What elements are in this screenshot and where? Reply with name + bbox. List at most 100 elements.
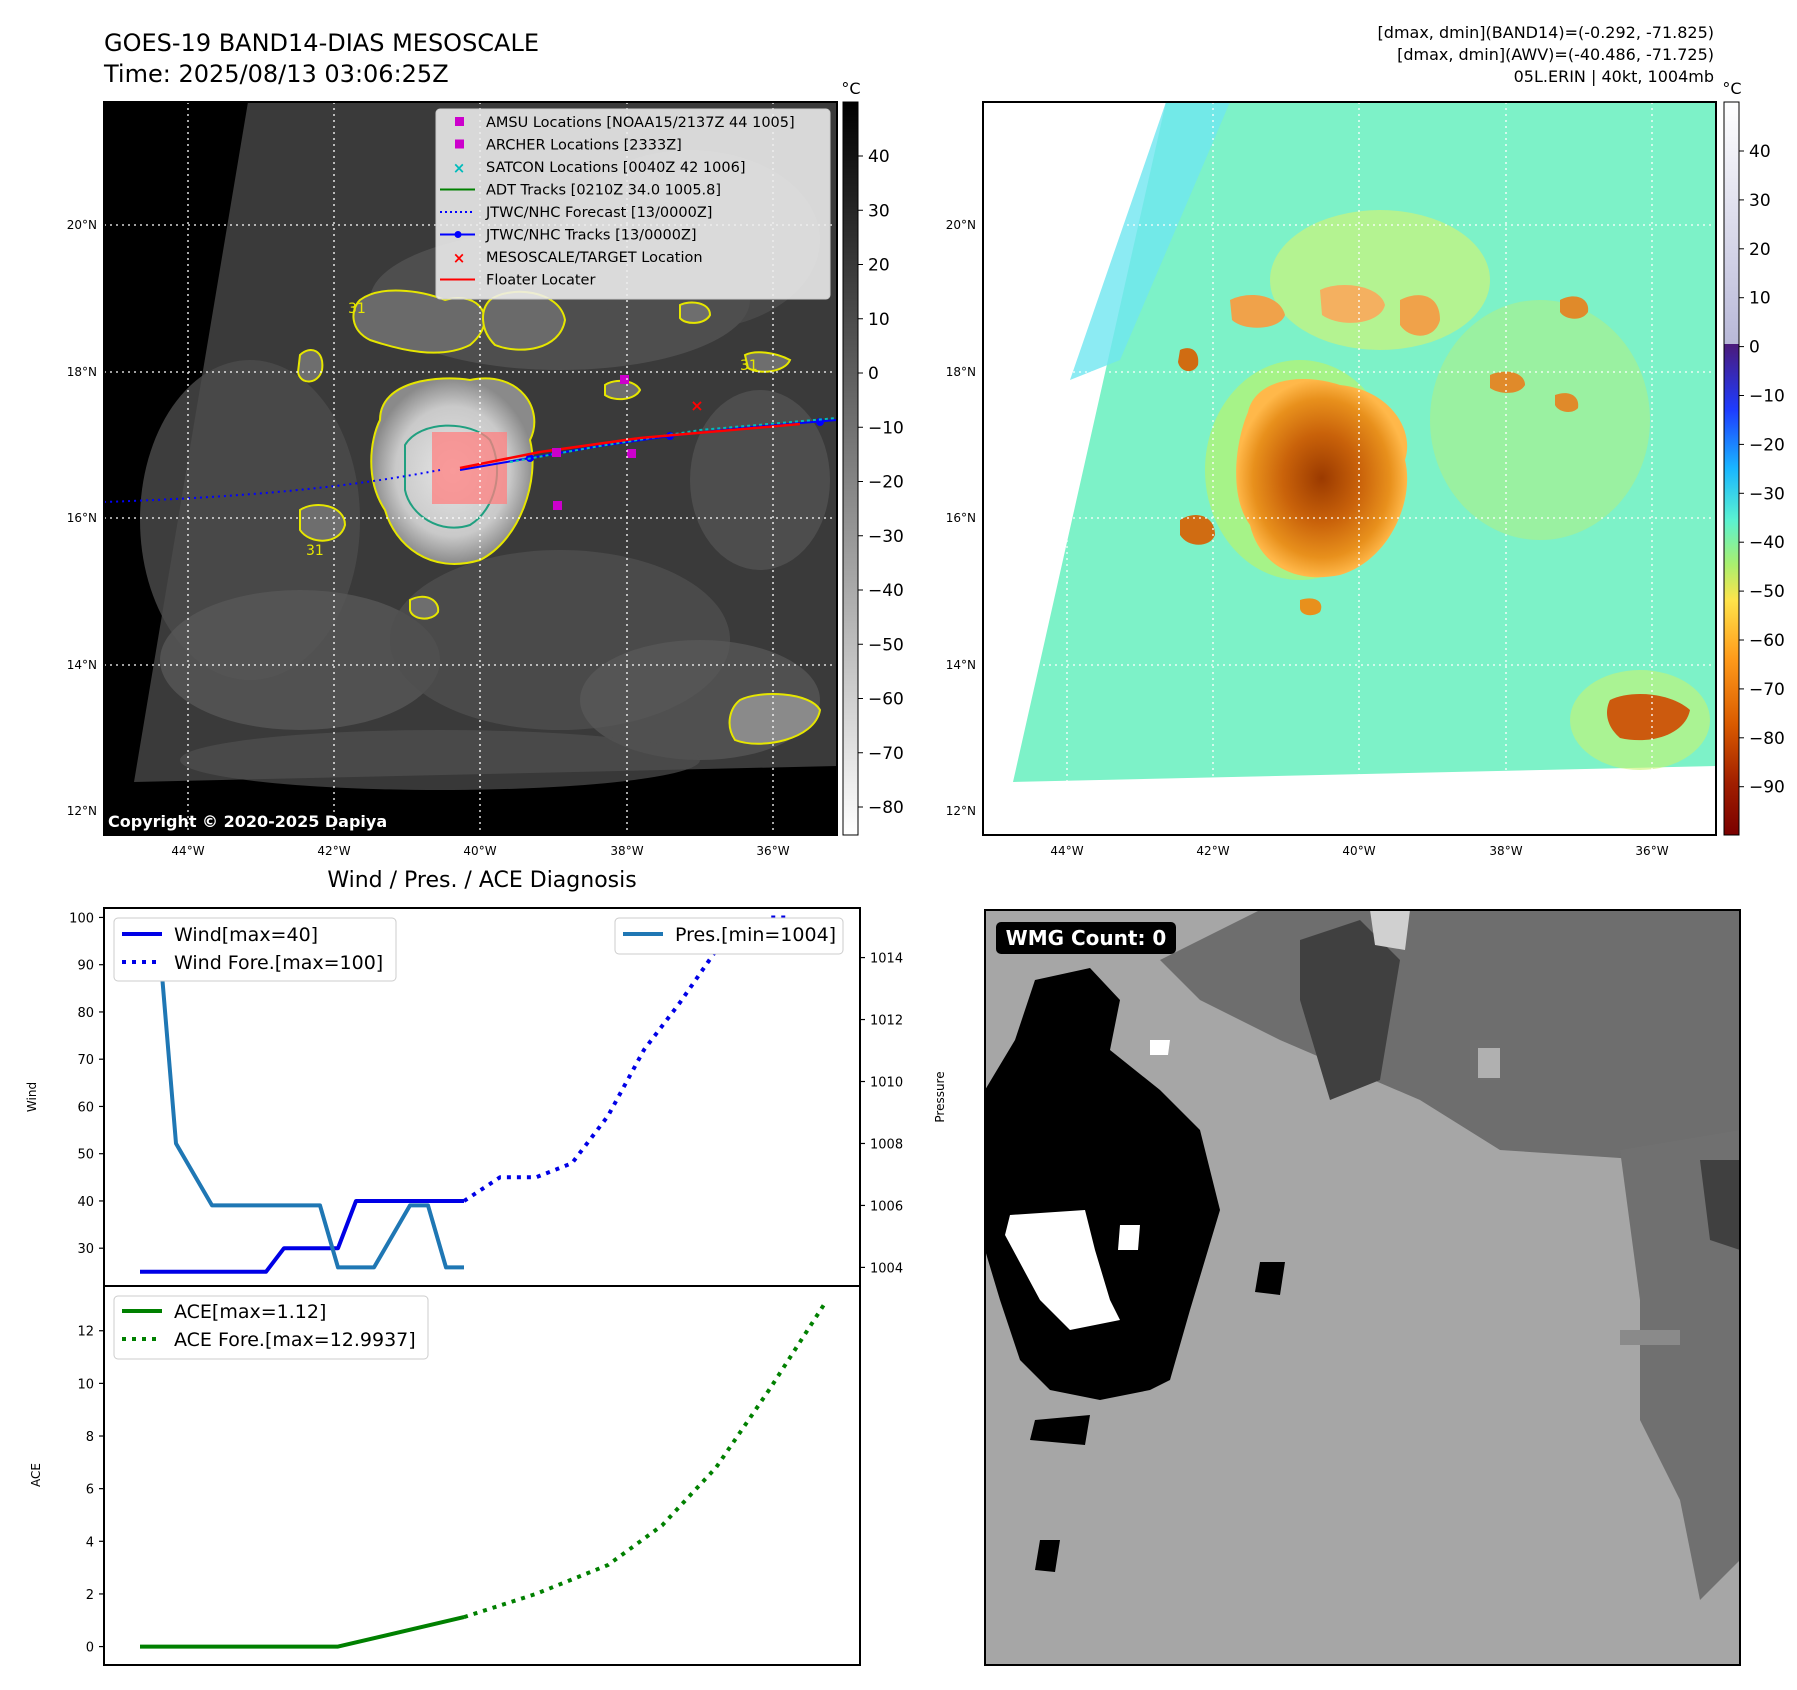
wmg-panel: WMG Count: 0 bbox=[984, 909, 1741, 1666]
colorbar-tick-label: −90 bbox=[1749, 778, 1785, 798]
svg-text:42°W: 42°W bbox=[1196, 844, 1229, 858]
axis-tick-label: 10 bbox=[77, 1377, 94, 1392]
colorbar-tick-label: −40 bbox=[868, 581, 904, 601]
svg-text:20°N: 20°N bbox=[946, 218, 976, 232]
axis-tick-label: 60 bbox=[77, 1100, 94, 1115]
axis-tick-label: 8 bbox=[86, 1430, 94, 1445]
colorbar-tick-label: −60 bbox=[1749, 631, 1785, 651]
map-legend-item: × SATCON Locations [0040Z 42 1006] bbox=[453, 159, 746, 177]
axis-tick-label: 2 bbox=[86, 1588, 94, 1603]
svg-text:16°N: 16°N bbox=[946, 511, 976, 525]
axis-tick-label: 0 bbox=[86, 1641, 94, 1656]
colorbar-tick-label: 30 bbox=[868, 201, 890, 221]
svg-text:20°N: 20°N bbox=[67, 218, 97, 232]
floater-track bbox=[459, 422, 801, 470]
wmg-count: WMG Count: 0 bbox=[1006, 926, 1167, 950]
colorbar-tick-label: 0 bbox=[1749, 338, 1760, 358]
map-legend-label: AMSU Locations [NOAA15/2137Z 44 1005] bbox=[486, 115, 795, 131]
map-legend-item: ARCHER Locations [2333Z] bbox=[455, 138, 682, 154]
map-legend-item: × MESOSCALE/TARGET Location bbox=[453, 249, 703, 267]
color-map-panel: 20°N 18°N 16°N 14°N 12°N 44°W 42°W 40°W … bbox=[946, 101, 1717, 858]
axis-tick-label: 1010 bbox=[870, 1076, 903, 1091]
contour-label-1: 31 bbox=[348, 301, 366, 317]
info-line-2: [dmax, dmin](AWV)=(-40.486, -71.725) bbox=[1397, 45, 1714, 64]
colorbar-tick-label: −80 bbox=[1749, 729, 1785, 749]
map-legend-label: ADT Tracks [0210Z 34.0 1005.8] bbox=[486, 183, 721, 199]
svg-text:18°N: 18°N bbox=[67, 365, 97, 379]
colorbar-tick-label: −10 bbox=[1749, 387, 1785, 407]
svg-text:12°N: 12°N bbox=[67, 804, 97, 818]
axis-tick-label: 40 bbox=[77, 1195, 94, 1210]
pressure-axis-label: Pressure bbox=[933, 1071, 947, 1122]
info-line-1: [dmax, dmin](BAND14)=(-0.292, -71.825) bbox=[1378, 23, 1714, 42]
archer-fix bbox=[552, 448, 561, 457]
wind-legend: Wind[max=40] Wind Fore.[max=100] bbox=[113, 917, 397, 982]
svg-text:42°W: 42°W bbox=[317, 844, 350, 858]
map-legend-label: JTWC/NHC Tracks [13/0000Z] bbox=[485, 228, 697, 244]
series-line bbox=[140, 924, 464, 1270]
figure-time: Time: 2025/08/13 03:06:25Z bbox=[103, 60, 449, 88]
colorbar-tick-label: 40 bbox=[1749, 142, 1771, 162]
map-legend-label: ARCHER Locations [2333Z] bbox=[486, 138, 682, 154]
pressure-legend: Pres.[min=1004] bbox=[614, 917, 844, 955]
series-line bbox=[140, 1199, 464, 1274]
map-legend-item: AMSU Locations [NOAA15/2137Z 44 1005] bbox=[455, 115, 795, 131]
svg-text:38°W: 38°W bbox=[1489, 844, 1522, 858]
svg-text:40°W: 40°W bbox=[463, 844, 496, 858]
svg-text:44°W: 44°W bbox=[171, 844, 204, 858]
colorbar-right-unit: °C bbox=[1722, 79, 1741, 98]
colorbar-tick-label: −70 bbox=[1749, 680, 1785, 700]
axis-tick-label: 90 bbox=[77, 959, 94, 974]
map-legend-item: ADT Tracks [0210Z 34.0 1005.8] bbox=[440, 183, 721, 199]
map-legend-label: Floater Locater bbox=[486, 273, 595, 289]
map-legend-label: SATCON Locations [0040Z 42 1006] bbox=[486, 160, 745, 176]
amsu-fix bbox=[553, 501, 562, 510]
wind-axis-label: Wind bbox=[25, 1082, 39, 1112]
colorbar-tick-label: −20 bbox=[868, 473, 904, 493]
colorbar-tick-label: −30 bbox=[1749, 484, 1785, 504]
contour-label-2: 31 bbox=[306, 543, 324, 559]
axis-tick-label: 50 bbox=[77, 1148, 94, 1163]
colorbar-left: °C 40 30 20 10 0 −10 −20 −30 −40 −50 −60 −70 −80 bbox=[841, 79, 904, 836]
axis-tick-label: 30 bbox=[77, 1242, 94, 1257]
ace-legend: ACE[max=1.12] ACE Fore.[max=12.9937] bbox=[113, 1295, 429, 1360]
colorbar-tick-label: −40 bbox=[1749, 533, 1785, 553]
colorbar-tick-label: −30 bbox=[868, 527, 904, 547]
svg-text:12°N: 12°N bbox=[946, 804, 976, 818]
svg-text:36°W: 36°W bbox=[1635, 844, 1668, 858]
axis-tick-label: 4 bbox=[86, 1535, 94, 1550]
colorbar-tick-label: 10 bbox=[868, 310, 890, 330]
wind-pressure-chart: Wind / Pres. / ACE Diagnosis Wind Pressu… bbox=[25, 868, 947, 1287]
svg-text:36°W: 36°W bbox=[756, 844, 789, 858]
map-legend-item: JTWC/NHC Tracks [13/0000Z] bbox=[440, 228, 697, 244]
svg-text:16°N: 16°N bbox=[67, 511, 97, 525]
svg-text:14°N: 14°N bbox=[67, 658, 97, 672]
colorbar-tick-label: −10 bbox=[868, 418, 904, 438]
colorbar-tick-label: 20 bbox=[1749, 240, 1771, 260]
map-legend-item: JTWC/NHC Forecast [13/0000Z] bbox=[440, 205, 712, 221]
storm-cloud-color bbox=[1236, 379, 1408, 578]
colorbar-tick-label: −70 bbox=[868, 744, 904, 764]
colorbar-tick-label: −60 bbox=[868, 690, 904, 710]
contour-label-3: 31 bbox=[740, 358, 758, 374]
legend-pressure: Pres.[min=1004] bbox=[675, 924, 836, 946]
legend-wind: Wind[max=40] bbox=[174, 924, 318, 946]
legend-ace: ACE[max=1.12] bbox=[174, 1301, 326, 1323]
colorbar-tick-label: 0 bbox=[868, 364, 879, 384]
svg-text:18°N: 18°N bbox=[946, 365, 976, 379]
lat-labels-left: 20°N 18°N 16°N 14°N 12°N bbox=[67, 218, 97, 818]
svg-text:×: × bbox=[453, 159, 466, 177]
lat-labels-right: 20°N 18°N 16°N 14°N 12°N bbox=[946, 218, 976, 818]
colorbar-tick-label: 40 bbox=[868, 147, 890, 167]
figure-title: GOES-19 BAND14-DIAS MESOSCALE bbox=[104, 29, 539, 57]
colorbar-tick-label: −80 bbox=[868, 798, 904, 818]
map-legend: AMSU Locations [NOAA15/2137Z 44 1005] ARC… bbox=[435, 108, 831, 300]
colorbar-tick-label: 30 bbox=[1749, 191, 1771, 211]
series-line bbox=[463, 1303, 826, 1620]
map-legend-item: Floater Locater bbox=[440, 273, 595, 289]
lon-labels-left: 44°W 42°W 40°W 38°W 36°W bbox=[171, 844, 789, 858]
mesoscale-target-marker: × bbox=[690, 396, 703, 415]
axis-tick-label: 1014 bbox=[870, 952, 903, 967]
map-legend-label: MESOSCALE/TARGET Location bbox=[486, 250, 703, 266]
